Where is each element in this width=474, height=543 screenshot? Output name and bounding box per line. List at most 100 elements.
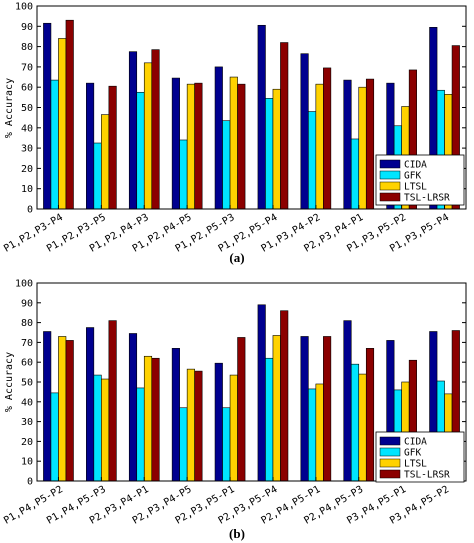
y-tick-label: 0 [27,205,33,216]
legend-label-cida: CIDA [404,160,427,171]
bar-cida-3 [128,333,138,482]
bar-tsl-lrsr-3 [151,49,160,210]
bar-cida-1 [43,331,52,482]
bar-ltsl-4 [186,368,195,482]
chart-panel-a: 0102030405060708090100P1,P2,P3-P4P1,P2,P… [2,2,467,255]
y-axis-label: % Accuracy [4,78,15,138]
bar-gfk-3 [136,91,145,210]
legend-swatch-tsl-lrsr [379,469,401,479]
bar-tsl-lrsr-4 [194,370,203,482]
y-tick-label: 60 [21,358,33,369]
bar-ltsl-5 [229,76,238,210]
y-tick-label: 30 [21,144,33,155]
bar-gfk-5 [222,407,231,482]
y-tick-label: 50 [21,103,33,114]
bar-gfk-4 [179,139,188,210]
bar-cida-2 [86,82,95,210]
bar-ltsl-3 [143,355,153,482]
bar-tsl-lrsr-2 [108,320,117,482]
y-tick-label: 70 [21,62,33,73]
bar-ltsl-7 [315,383,324,482]
bar-tsl-lrsr-7 [323,67,332,210]
y-tick-label: 40 [21,123,33,134]
legend-label-gfk: GFK [404,448,421,459]
bar-cida-5 [214,362,223,482]
bar-tsl-lrsr-6 [280,42,289,210]
bar-gfk-1 [50,392,59,482]
bar-ltsl-4 [186,83,195,210]
legend-label-ltsl: LTSL [404,182,427,193]
bar-tsl-lrsr-4 [194,82,203,210]
bar-ltsl-8 [358,86,367,210]
bar-cida-4 [171,348,180,482]
legend-swatch-cida [379,436,401,446]
bar-ltsl-5 [229,374,238,482]
bar-tsl-lrsr-2 [108,85,117,210]
y-tick-label: 40 [21,397,33,408]
legend-swatch-tsl-lrsr [379,192,401,202]
legend-label-gfk: GFK [404,171,421,182]
bar-tsl-lrsr-3 [151,357,160,482]
bar-gfk-3 [136,387,145,482]
bar-ltsl-6 [272,335,281,482]
bar-tsl-lrsr-5 [237,83,246,210]
legend-label-cida: CIDA [404,437,427,448]
bar-ltsl-6 [272,88,281,210]
bar-ltsl-1 [58,38,67,210]
y-tick-label: 60 [21,83,33,94]
bar-cida-2 [86,327,95,482]
bar-gfk-6 [265,98,274,210]
bar-gfk-6 [265,357,274,482]
y-tick-label: 80 [21,42,33,53]
legend-swatch-ltsl [379,458,401,468]
y-tick-label: 80 [21,318,33,329]
bar-cida-8 [343,320,352,482]
bar-cida-4 [171,77,180,210]
bar-tsl-lrsr-7 [323,336,332,482]
bar-cida-7 [300,53,309,210]
bar-ltsl-2 [101,114,110,210]
y-axis-label: % Accuracy [4,352,15,412]
caption-a: (a) [229,250,245,265]
legend-label-ltsl: LTSL [404,459,427,470]
y-tick-label: 20 [21,164,33,175]
bar-gfk-2 [93,374,102,482]
bar-cida-5 [214,66,223,210]
bar-tsl-lrsr-8 [365,78,375,210]
y-tick-label: 10 [21,457,33,468]
bar-gfk-5 [222,120,231,210]
y-tick-label: 20 [21,437,33,448]
legend-swatch-gfk [379,170,401,180]
bar-tsl-lrsr-5 [237,337,246,482]
bar-gfk-1 [50,79,59,210]
y-tick-label: 90 [21,298,33,309]
bar-cida-7 [300,336,309,482]
bar-ltsl-3 [143,62,153,210]
y-tick-label: 100 [15,2,33,13]
y-tick-label: 30 [21,417,33,428]
bar-ltsl-7 [315,83,324,210]
y-tick-label: 70 [21,338,33,349]
legend-swatch-gfk [379,447,401,457]
legend-swatch-cida [379,159,401,169]
legend-label-tsl-lrsr: TSL-LRSR [404,470,450,481]
bar-gfk-2 [93,142,102,210]
bar-tsl-lrsr-1 [65,340,74,482]
bar-cida-6 [257,304,266,482]
legend-label-tsl-lrsr: TSL-LRSR [404,193,450,204]
y-tick-label: 50 [21,378,33,389]
bar-gfk-7 [308,111,317,210]
y-tick-label: 10 [21,184,33,195]
bar-ltsl-2 [101,378,110,482]
bar-tsl-lrsr-1 [65,19,74,210]
bar-gfk-7 [308,388,317,482]
chart-panel-b: 0102030405060708090100P1,P4,P5-P2P1,P4,P… [2,279,467,527]
bar-cida-6 [257,24,266,210]
caption-b: (b) [229,526,245,541]
y-tick-label: 90 [21,22,33,33]
y-tick-label: 100 [15,279,33,290]
legend-swatch-ltsl [379,181,401,191]
